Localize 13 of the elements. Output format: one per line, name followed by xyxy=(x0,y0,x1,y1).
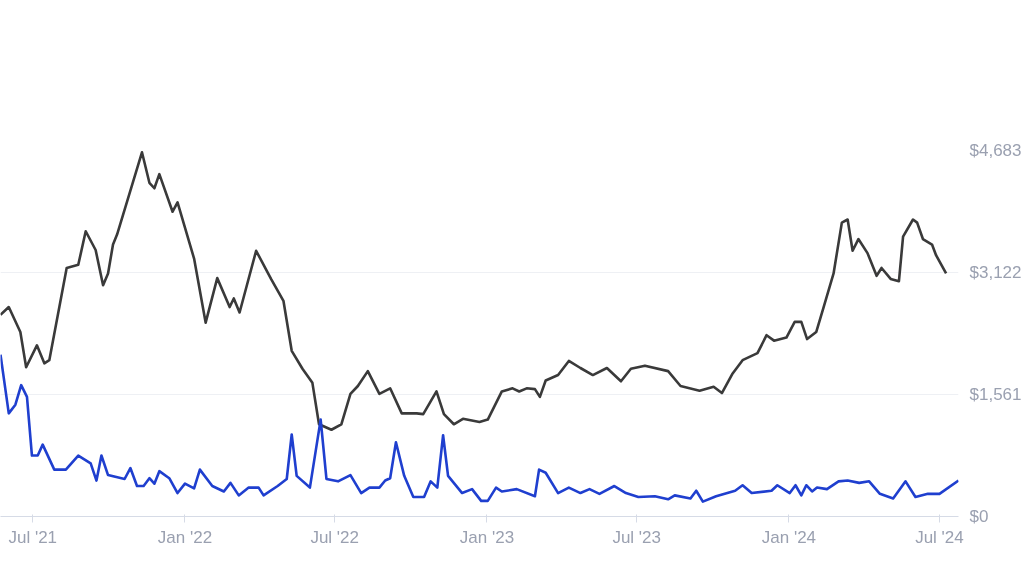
y-tick-label: $1,561 xyxy=(969,385,1022,404)
x-tick-label: Jul '21 xyxy=(8,527,58,547)
y-tick-label: $0 xyxy=(969,507,989,526)
x-tick-label: Jan '24 xyxy=(761,527,817,547)
line-series xyxy=(0,353,959,503)
y-tick-label: $3,122 xyxy=(969,263,1022,282)
line-series xyxy=(0,151,948,432)
x-tick-label: Jan '23 xyxy=(459,527,515,547)
x-tick-label: Jul '24 xyxy=(915,527,964,547)
x-tick-label: Jan '22 xyxy=(157,527,213,547)
x-tick-label: Jul '23 xyxy=(612,527,661,547)
y-tick-label: $4,683 xyxy=(969,141,1022,160)
x-tick-label: Jul '22 xyxy=(310,527,360,547)
